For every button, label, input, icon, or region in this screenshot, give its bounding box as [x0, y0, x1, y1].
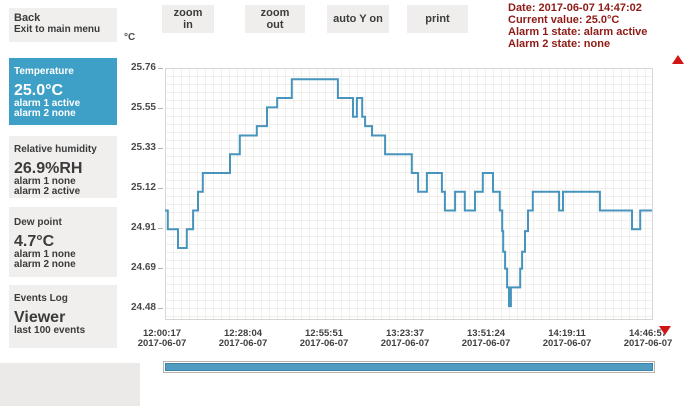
temperature-alarm1: alarm 1 active [14, 98, 81, 109]
status-date: Date: 2017-06-07 14:47:02 [508, 2, 642, 14]
sidebar-item-events-viewer[interactable]: Events Log Viewer last 100 events [9, 285, 117, 348]
x-tick-date: 2017-06-07 [218, 338, 268, 349]
events-label: Events Log [14, 293, 68, 304]
dewpoint-alarm2: alarm 2 none [14, 259, 76, 270]
humidity-value: 26.9%RH [14, 160, 83, 177]
y-tick-label: 25.33 [130, 142, 156, 153]
dewpoint-label: Dew point [14, 217, 62, 228]
status-block: Date: 2017-06-07 14:47:02 Current value:… [508, 2, 647, 50]
humidity-label: Relative humidity [14, 144, 97, 155]
pan-up-arrow-icon[interactable] [672, 55, 684, 64]
scrollbar-thumb[interactable] [165, 363, 653, 371]
events-value: Viewer [14, 309, 66, 326]
zoom-in-button[interactable]: zoom in [162, 5, 214, 33]
x-tick-date: 2017-06-07 [380, 338, 430, 349]
x-tick-time: 12:55:51 [304, 328, 344, 339]
events-subtitle: last 100 events [14, 325, 86, 336]
y-tick-label: 25.76 [130, 62, 156, 73]
x-tick-date: 2017-06-07 [461, 338, 511, 349]
y-tick-label: 24.69 [130, 262, 156, 273]
temperature-alarm2: alarm 2 none [14, 108, 76, 119]
temperature-label: Temperature [14, 66, 74, 77]
x-tick-time: 13:23:37 [385, 328, 425, 339]
y-axis-unit-label: °C [124, 32, 136, 43]
x-tick-time: 12:28:04 [223, 328, 263, 339]
auto-y-button[interactable]: auto Y on [327, 5, 389, 33]
back-title: Back [14, 12, 41, 24]
x-tick-date: 2017-06-07 [623, 338, 673, 349]
status-alarm1: Alarm 1 state: alarm active [508, 26, 648, 38]
y-tick-mark [158, 268, 163, 269]
y-tick-label: 25.12 [130, 182, 156, 193]
temperature-line [165, 78, 652, 308]
y-tick-mark [158, 228, 163, 229]
y-tick-label: 24.48 [130, 302, 156, 313]
chart-grid [165, 68, 653, 320]
y-tick-mark [158, 308, 163, 309]
dewpoint-alarm1: alarm 1 none [14, 249, 76, 260]
humidity-alarm2: alarm 2 active [14, 186, 81, 197]
x-tick-label: 13:23:37 2017-06-07 [370, 329, 440, 349]
x-tick-time: 14:46:57 [628, 328, 668, 339]
sidebar-item-humidity[interactable]: Relative humidity 26.9%RH alarm 1 none a… [9, 136, 117, 198]
y-tick-mark [158, 148, 163, 149]
x-tick-label: 12:28:04 2017-06-07 [208, 329, 278, 349]
x-tick-date: 2017-06-07 [542, 338, 592, 349]
x-tick-date: 2017-06-07 [299, 338, 349, 349]
y-tick-label: 24.91 [130, 222, 156, 233]
y-tick-mark [158, 188, 163, 189]
x-tick-label: 12:55:51 2017-06-07 [289, 329, 359, 349]
dewpoint-value: 4.7°C [14, 233, 55, 250]
chart-border [165, 68, 653, 320]
x-tick-label: 14:19:11 2017-06-07 [532, 329, 602, 349]
x-tick-label: 12:00:17 2017-06-07 [127, 329, 197, 349]
chart-scrollbar[interactable] [163, 361, 655, 373]
x-tick-time: 12:00:17 [142, 328, 182, 339]
zoom-out-button[interactable]: zoom out [245, 5, 305, 33]
bottom-filler [0, 363, 140, 406]
sidebar-item-temperature[interactable]: Temperature 25.0°C alarm 1 active alarm … [9, 58, 117, 125]
temperature-value: 25.0°C [14, 82, 64, 99]
x-tick-time: 13:51:24 [466, 328, 506, 339]
back-button[interactable]: Back Exit to main menu [9, 8, 117, 42]
status-current: Current value: 25.0°C [508, 14, 620, 26]
x-tick-date: 2017-06-07 [137, 338, 187, 349]
chart-plot-area[interactable] [165, 68, 653, 320]
sidebar-item-dewpoint[interactable]: Dew point 4.7°C alarm 1 none alarm 2 non… [9, 207, 117, 277]
x-tick-time: 14:19:11 [548, 328, 586, 339]
pan-down-arrow-icon[interactable] [659, 326, 671, 335]
y-tick-mark [158, 68, 163, 69]
back-subtitle: Exit to main menu [14, 24, 101, 35]
x-tick-label: 13:51:24 2017-06-07 [451, 329, 521, 349]
status-alarm2: Alarm 2 state: none [508, 38, 611, 50]
x-tick-label: 14:46:57 2017-06-07 [613, 329, 683, 349]
y-tick-mark [158, 108, 163, 109]
y-tick-label: 25.55 [130, 102, 156, 113]
humidity-alarm1: alarm 1 none [14, 176, 76, 187]
print-button[interactable]: print [407, 5, 468, 33]
